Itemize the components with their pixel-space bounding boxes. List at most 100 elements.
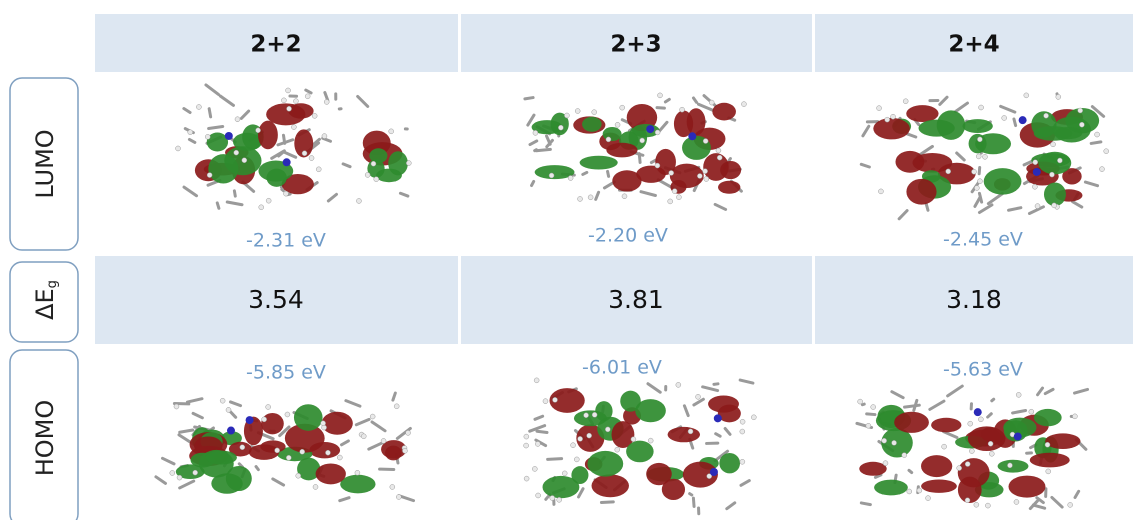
atom: [281, 98, 286, 103]
atom: [381, 438, 386, 443]
atom: [174, 404, 179, 409]
atom: [370, 414, 375, 419]
bond: [230, 411, 236, 417]
homo-energy: -5.63 eV: [943, 359, 1023, 381]
atom: [394, 404, 399, 409]
orbital-lobe: [322, 412, 353, 435]
atom: [312, 113, 317, 118]
bond: [340, 498, 349, 501]
atom: [322, 134, 327, 139]
orbital-lobe: [906, 105, 938, 122]
orbital-lobe: [595, 401, 612, 421]
orbital-lobe: [1009, 476, 1046, 498]
atom: [207, 173, 212, 178]
atom: [402, 448, 407, 453]
atom: [316, 167, 321, 172]
atom: [968, 421, 973, 426]
atom: [1014, 499, 1019, 504]
bond: [535, 416, 543, 419]
bond: [657, 108, 664, 109]
orbital-lobe: [981, 427, 998, 441]
atom: [365, 172, 370, 177]
lumo-energy: -2.31 eV: [246, 230, 326, 252]
column-header: 2+3: [610, 32, 661, 58]
bond: [659, 122, 667, 131]
bond: [1075, 491, 1079, 497]
atom: [669, 170, 674, 175]
atom: [226, 407, 231, 412]
bond: [940, 97, 947, 104]
atom: [1078, 108, 1083, 113]
atom: [741, 102, 746, 107]
atom: [1044, 113, 1049, 118]
atom: [533, 130, 538, 135]
bond: [189, 139, 194, 142]
atom: [957, 466, 962, 471]
bond: [283, 135, 284, 143]
bond: [343, 164, 350, 167]
bond: [715, 204, 725, 209]
atom: [883, 461, 888, 466]
atom: [588, 195, 593, 200]
orbital-lobe: [937, 110, 966, 140]
atom: [1051, 142, 1056, 147]
orbital-lobe: [1044, 182, 1066, 206]
atom: [524, 434, 529, 439]
nitrogen: [714, 414, 722, 422]
atom: [584, 413, 589, 418]
bond: [206, 85, 219, 95]
nitrogen: [974, 408, 982, 416]
bond: [209, 109, 210, 117]
figure: 2+2 2+3 2+4 LUMO ΔEg HOMO 3.54 3.81 3.18…: [0, 0, 1133, 520]
bond: [525, 98, 533, 99]
bond: [241, 111, 248, 118]
orbital-lobe: [626, 441, 654, 463]
atom: [969, 449, 974, 454]
row-label-main: ΔE: [31, 288, 59, 320]
bond: [1091, 142, 1101, 144]
atom: [286, 88, 291, 93]
atom: [974, 185, 979, 190]
atom: [176, 146, 181, 151]
atom: [371, 161, 376, 166]
atom: [256, 128, 261, 133]
atom: [1046, 469, 1051, 474]
atom: [740, 419, 745, 424]
nitrogen: [283, 158, 291, 166]
atom: [205, 134, 210, 139]
orbital-lobe: [603, 127, 622, 141]
bond: [256, 467, 258, 470]
atom: [965, 498, 970, 503]
atom: [552, 397, 557, 402]
atom: [1052, 203, 1057, 208]
row-label: HOMO: [31, 400, 59, 477]
atom: [325, 450, 330, 455]
atom: [907, 489, 912, 494]
orbital-lobe: [712, 103, 736, 121]
orbital-lobe: [984, 168, 1022, 194]
orbital-lobe: [261, 413, 284, 434]
atom: [985, 503, 990, 508]
orbital-lobe: [718, 181, 740, 194]
bond: [306, 90, 311, 93]
orbital-lobe: [1055, 127, 1083, 139]
bond: [861, 164, 869, 167]
atom: [615, 447, 620, 452]
orbital-lobe: [543, 476, 580, 498]
nitrogen: [225, 132, 233, 140]
orbital-lobe: [668, 427, 700, 442]
bond: [1013, 411, 1026, 413]
atom: [170, 470, 175, 475]
bond: [907, 134, 916, 137]
atom: [1079, 122, 1084, 127]
bond: [1001, 106, 1015, 112]
atom: [974, 502, 979, 507]
atom: [740, 459, 745, 464]
orbital-lobe: [288, 103, 313, 118]
orbital-lobe: [369, 148, 387, 163]
bond: [690, 494, 692, 495]
bond: [532, 181, 534, 185]
atom: [917, 488, 922, 493]
atom: [751, 415, 756, 420]
atom: [321, 421, 326, 426]
